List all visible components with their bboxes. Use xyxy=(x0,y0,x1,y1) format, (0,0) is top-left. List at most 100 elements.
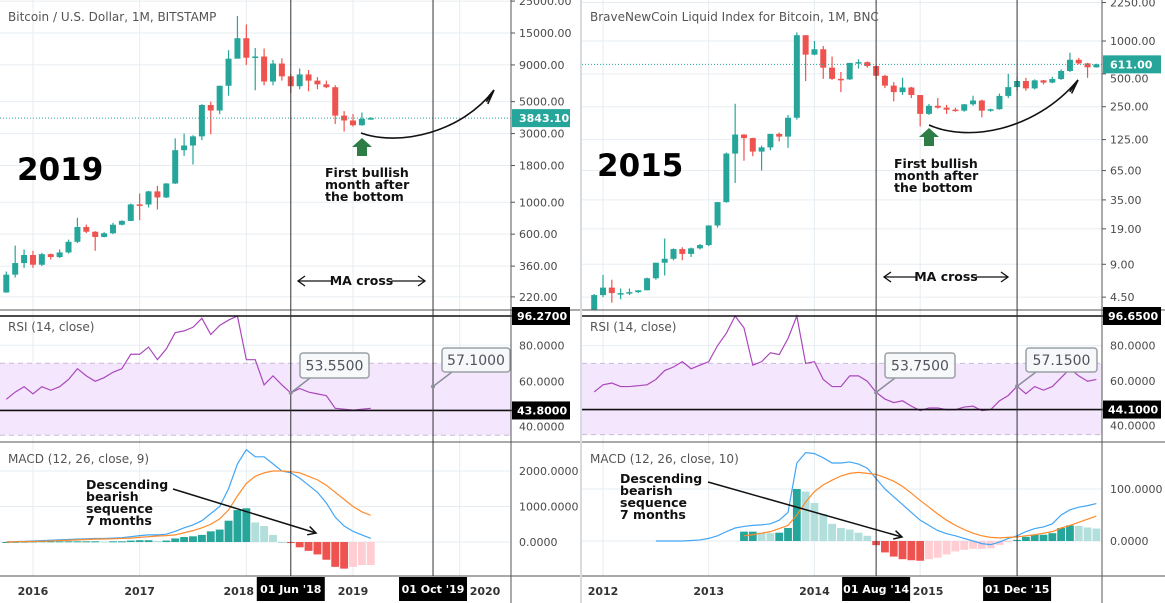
candle[interactable] xyxy=(767,133,774,151)
candle[interactable] xyxy=(83,224,90,234)
candle[interactable] xyxy=(626,288,633,296)
candle[interactable] xyxy=(934,98,941,109)
candle[interactable] xyxy=(802,35,809,82)
candle[interactable] xyxy=(12,245,19,278)
candle[interactable] xyxy=(829,56,836,80)
chart-panel-2019[interactable]: Bitcoin / U.S. Dollar, 1M, BITSTAMP RSI (… xyxy=(0,0,580,603)
candle[interactable] xyxy=(943,104,950,114)
candle[interactable] xyxy=(1031,79,1038,90)
candle[interactable] xyxy=(714,201,721,228)
candle[interactable] xyxy=(278,58,285,81)
candle[interactable] xyxy=(101,232,108,238)
candle[interactable] xyxy=(172,138,179,184)
candle[interactable] xyxy=(732,103,739,183)
candle[interactable] xyxy=(145,190,152,208)
candle[interactable] xyxy=(154,185,161,210)
candle[interactable] xyxy=(189,135,196,165)
candle[interactable] xyxy=(996,93,1003,110)
candle[interactable] xyxy=(127,203,134,222)
candle[interactable] xyxy=(961,103,968,112)
candle[interactable] xyxy=(1022,77,1029,91)
candle[interactable] xyxy=(688,247,695,257)
candle[interactable] xyxy=(350,114,357,127)
candle[interactable] xyxy=(987,108,994,112)
candle[interactable] xyxy=(21,249,28,268)
candle[interactable] xyxy=(820,45,827,79)
candle[interactable] xyxy=(705,225,712,247)
candle[interactable] xyxy=(776,132,783,142)
rsi-callout[interactable]: 53.5500 xyxy=(288,352,370,395)
candle[interactable] xyxy=(1058,69,1065,80)
candle[interactable] xyxy=(216,85,223,115)
candle[interactable] xyxy=(881,74,888,89)
candle[interactable] xyxy=(679,247,686,261)
candle[interactable] xyxy=(1005,73,1012,99)
candle[interactable] xyxy=(978,99,985,118)
candle[interactable] xyxy=(899,77,906,96)
candle[interactable] xyxy=(749,137,756,157)
candle[interactable] xyxy=(305,69,312,92)
candle[interactable] xyxy=(837,71,844,93)
candle[interactable] xyxy=(670,248,677,261)
candle[interactable] xyxy=(198,104,205,141)
candle[interactable] xyxy=(296,68,303,90)
candle[interactable] xyxy=(29,250,36,268)
candle[interactable] xyxy=(1093,63,1100,68)
candle[interactable] xyxy=(925,103,932,115)
candle[interactable] xyxy=(608,279,615,303)
candle[interactable] xyxy=(1075,57,1082,65)
candle[interactable] xyxy=(661,238,668,276)
candle[interactable] xyxy=(617,288,624,300)
candle[interactable] xyxy=(270,59,276,86)
candle[interactable] xyxy=(341,111,348,132)
rsi-callout[interactable]: 53.7500 xyxy=(874,352,956,395)
candle[interactable] xyxy=(181,133,188,156)
candle[interactable] xyxy=(740,134,747,161)
candle[interactable] xyxy=(785,114,792,148)
candle[interactable] xyxy=(243,24,250,65)
chart-2015[interactable]: BraveNewCoin Liquid Index for Bitcoin, 1… xyxy=(582,0,1165,603)
candle[interactable] xyxy=(890,82,897,102)
candle[interactable] xyxy=(92,231,99,251)
candle[interactable] xyxy=(332,85,339,124)
candle[interactable] xyxy=(1066,52,1073,72)
candle[interactable] xyxy=(758,145,765,171)
candle[interactable] xyxy=(234,16,241,59)
candle[interactable] xyxy=(358,112,365,126)
candle[interactable] xyxy=(38,252,45,267)
candle[interactable] xyxy=(600,274,607,298)
chart-panel-2015[interactable]: BraveNewCoin Liquid Index for Bitcoin, 1… xyxy=(582,0,1165,603)
candle[interactable] xyxy=(225,50,232,96)
candle[interactable] xyxy=(811,41,818,56)
candle[interactable] xyxy=(644,277,651,291)
candle[interactable] xyxy=(917,95,924,127)
chart-2019[interactable]: Bitcoin / U.S. Dollar, 1M, BITSTAMP RSI (… xyxy=(0,0,580,603)
candle[interactable] xyxy=(118,220,125,226)
candle[interactable] xyxy=(261,48,268,86)
candle[interactable] xyxy=(367,117,374,120)
candle[interactable] xyxy=(47,253,54,260)
candle[interactable] xyxy=(1049,76,1056,84)
candle[interactable] xyxy=(136,193,143,221)
candle[interactable] xyxy=(3,271,10,293)
candle[interactable] xyxy=(793,32,800,120)
candle[interactable] xyxy=(74,217,81,244)
candle[interactable] xyxy=(696,244,703,250)
candle[interactable] xyxy=(1040,79,1047,85)
candle[interactable] xyxy=(591,294,598,320)
candle[interactable] xyxy=(109,222,116,235)
candle[interactable] xyxy=(163,183,170,199)
candle[interactable] xyxy=(970,95,977,106)
candle[interactable] xyxy=(314,77,321,90)
candle[interactable] xyxy=(252,47,259,91)
rsi-callout[interactable]: 57.1000 xyxy=(431,347,511,389)
rsi-callout[interactable]: 57.1500 xyxy=(1015,347,1098,389)
candle[interactable] xyxy=(723,152,730,203)
candle[interactable] xyxy=(952,107,959,112)
candle[interactable] xyxy=(65,239,72,254)
candle[interactable] xyxy=(908,86,915,99)
candle[interactable] xyxy=(652,262,659,280)
candle[interactable] xyxy=(323,80,330,89)
candle[interactable] xyxy=(635,290,642,294)
candle[interactable] xyxy=(1084,62,1091,78)
